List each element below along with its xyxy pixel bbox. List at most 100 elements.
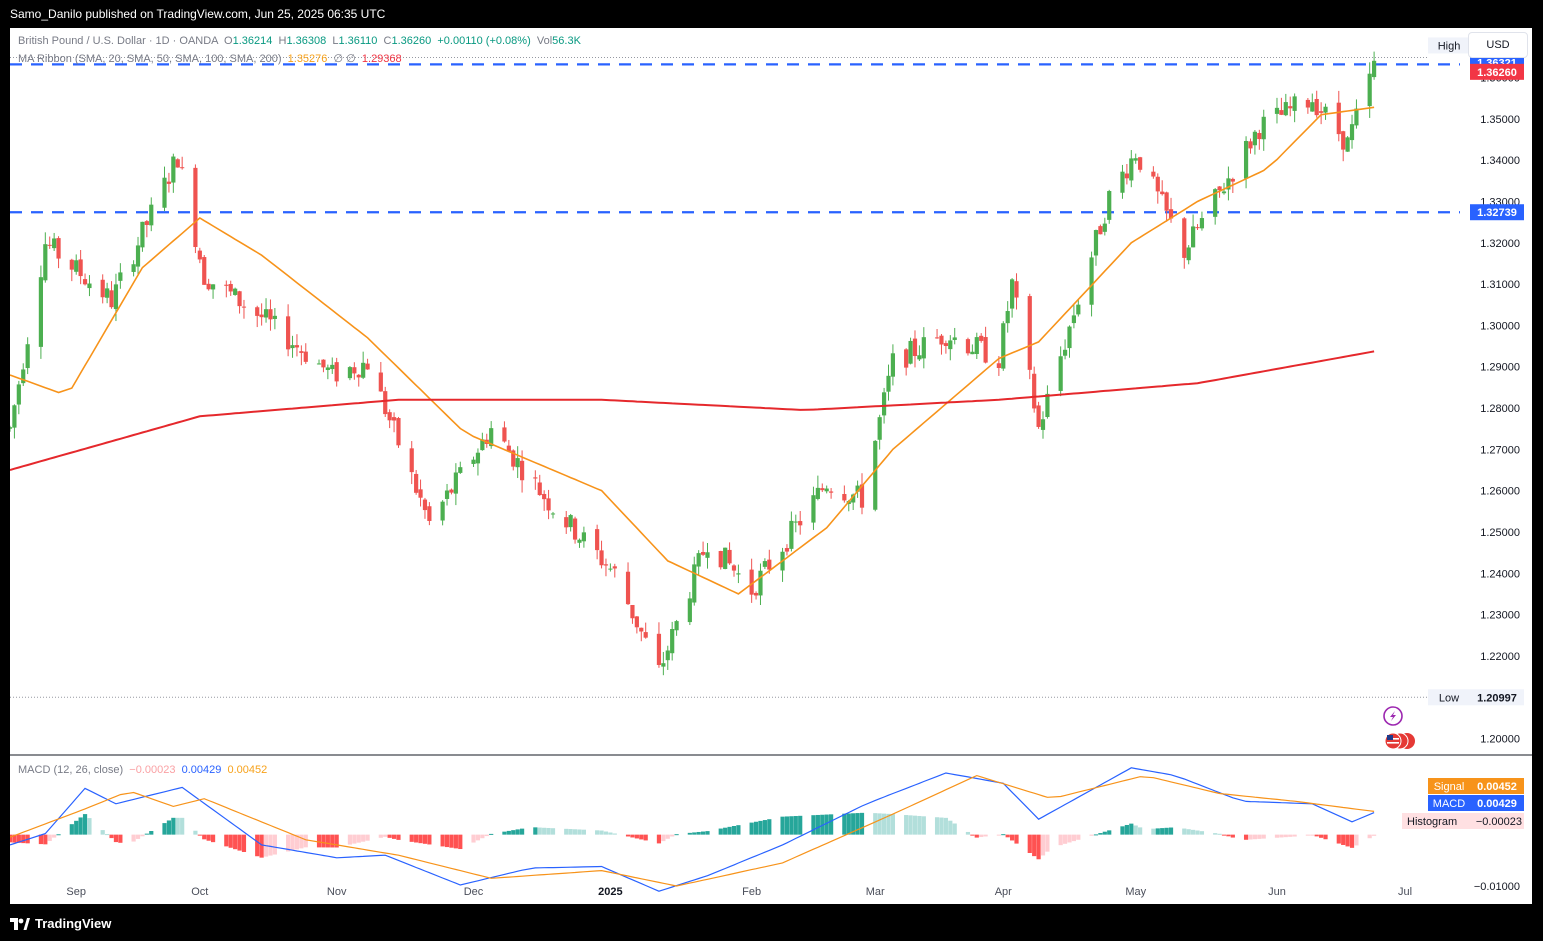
y-tick-label: 1.31000 [1480,279,1520,291]
ma-ribbon-label[interactable]: MA Ribbon (SMA, 20, SMA, 50, SMA, 100, S… [18,53,282,65]
y-tick-label: 1.20000 [1480,733,1520,745]
macd-histogram-bar [921,816,926,835]
candle [149,204,154,226]
x-tick-label: Jul [1398,886,1412,898]
macd-histogram-bar [687,832,692,835]
candle [1120,171,1125,193]
macd-histogram-bar [625,834,631,837]
candle [1186,247,1191,261]
macd-histogram-bar [595,830,600,835]
candle [595,529,600,551]
candle [1040,419,1046,430]
candle [1319,111,1324,113]
macd-histogram-bar [1182,828,1187,835]
us-flag-icon[interactable] [1384,732,1415,750]
macd-histogram-bar [1213,833,1218,835]
candle [1314,98,1319,116]
tradingview-logo[interactable]: TradingView [10,916,111,931]
candle [74,260,79,272]
candle [979,335,984,341]
macd-histogram-bar [1292,834,1297,837]
candle [1248,141,1253,149]
macd-histogram-bar [1168,827,1174,835]
macd-histogram-bar [970,834,975,836]
macd-histogram-bar [1027,834,1032,853]
candle [1221,191,1227,194]
macd-histogram-bar [798,815,803,835]
candle [904,349,909,368]
candle [718,551,723,568]
candle [166,181,172,184]
histogram-value: −0.00023 [1476,816,1522,828]
macd-histogram-bar [1319,834,1324,838]
macd-histogram-bar [1040,834,1046,856]
macd-histogram-bar [16,834,21,843]
candle [1226,178,1231,190]
symbol-name[interactable]: British Pound / U.S. Dollar · 1D · OANDA [18,35,218,47]
candle [1367,73,1372,107]
macd-histogram-bar [43,834,48,845]
macd-histogram-bar [965,831,971,835]
candle [877,417,882,440]
candle [921,337,926,359]
candle [625,571,631,605]
high-price-label-key: High [1438,40,1461,52]
macd-histogram-bar [979,834,984,838]
candle [784,548,790,552]
chart-canvas[interactable]: 1.200001.210001.220001.230001.240001.250… [10,28,1532,904]
signal-value-label-bg [1470,778,1524,794]
candle [1257,133,1262,140]
x-tick-label: Oct [191,886,208,898]
macd-histogram-bar [696,831,701,835]
candle [815,487,820,499]
macd-histogram-bar [109,834,114,839]
macd-label[interactable]: MACD (12, 26, close) [18,764,124,776]
currency-button[interactable]: USD [1468,32,1528,58]
macd-histogram-bar [180,817,185,835]
macd-histogram-bar [1062,834,1068,844]
macd-histogram-bar [1226,834,1231,837]
macd-histogram-bar [1323,834,1328,840]
candle [1274,107,1280,114]
macd-value-label-key: MACD [1433,798,1465,810]
y-tick-label: 1.24000 [1480,568,1520,580]
macd-histogram-bar [877,813,882,835]
candle [568,515,573,528]
candle [418,489,423,498]
low-price-label-bg [1470,689,1524,706]
candle [886,375,891,392]
macd-histogram-bar [135,834,141,839]
macd-value-label-key-bg [1428,795,1470,811]
macd-histogram-bar [793,816,798,835]
macd-histogram-bar [12,834,17,843]
price-change: +0.00110 (+0.08%) [437,35,531,47]
macd-histogram-bar [233,834,238,850]
macd-histogram-bar [1372,834,1377,836]
candle [78,259,83,277]
macd-histogram-bar [1279,834,1284,838]
ohlc-open: O1.36214 [224,35,273,47]
candle [829,491,834,493]
macd-histogram-bar [105,834,110,836]
lightning-icon[interactable] [1383,706,1403,726]
macd-histogram-bar [908,815,913,835]
candle [1336,102,1341,135]
macd-histogram-bar [912,815,918,835]
candle [193,167,198,248]
candle [330,364,335,370]
macd-histogram-bar [753,821,759,835]
y-tick-label: 1.35000 [1480,114,1520,126]
candle [325,367,330,371]
macd-histogram-bar [1257,834,1262,839]
candle [228,284,233,292]
macd-histogram-bar [608,832,613,835]
candle [1191,226,1196,248]
macd-histogram-bar [1195,830,1200,835]
candle [1093,230,1099,256]
macd-histogram-bar [197,834,202,836]
candle [696,553,701,567]
candle [255,307,260,316]
candle [692,564,697,603]
macd-histogram-bar [917,815,922,835]
macd-histogram-bar [321,834,326,848]
